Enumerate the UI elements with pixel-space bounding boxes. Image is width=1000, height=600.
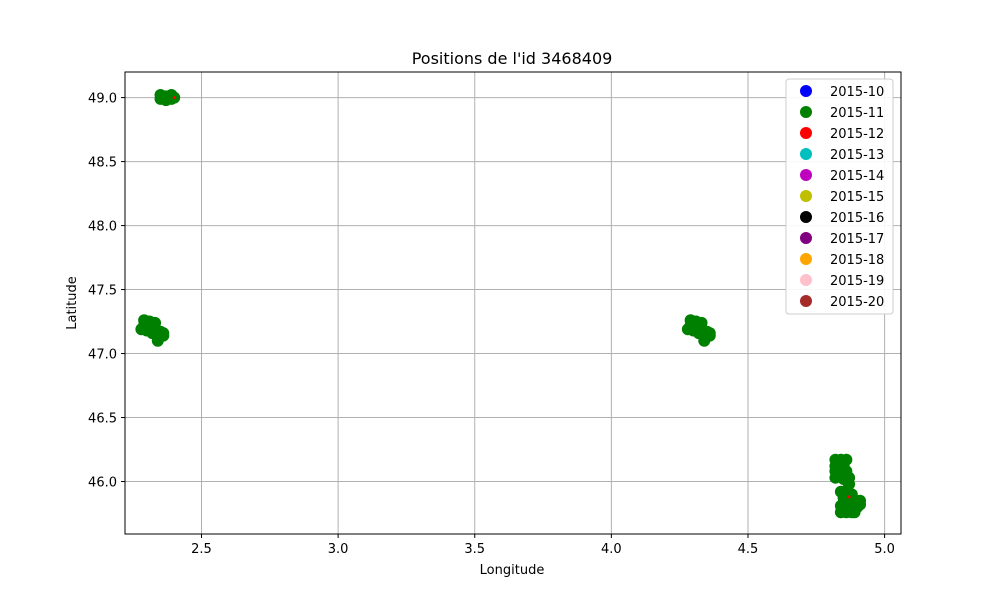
y-tick-label: 47.0 (88, 348, 117, 363)
point-2015-12 (172, 96, 176, 100)
y-tick-label: 47.5 (88, 284, 117, 299)
legend-label: 2015-14 (830, 169, 884, 184)
x-tick-label: 3.5 (464, 542, 485, 557)
point-2015-11 (840, 453, 853, 466)
y-tick-label: 48.5 (88, 156, 117, 171)
point-2015-11 (157, 327, 170, 340)
x-axis-label: Longitude (480, 563, 545, 578)
y-axis-label: Latitude (65, 276, 80, 330)
legend-marker (800, 190, 812, 202)
point-2015-11 (848, 502, 861, 515)
legend-label: 2015-17 (830, 232, 884, 247)
chart-title: Positions de l'id 3468409 (412, 49, 613, 68)
point-2015-11 (843, 471, 856, 484)
legend-marker (800, 295, 812, 307)
point-2015-11 (149, 316, 162, 329)
legend-label: 2015-13 (830, 148, 884, 163)
y-tick-label: 48.0 (88, 220, 117, 235)
point-2015-11 (695, 316, 708, 329)
legend-marker (800, 169, 812, 181)
legend-marker (800, 148, 812, 160)
axis-ticks: 2.5 3.0 3.5 4.0 4.5 5.0 46.0 46.5 47.0 47.5 48.0 48… (88, 92, 895, 557)
legend-marker (800, 106, 812, 118)
x-tick-label: 3.0 (328, 542, 349, 557)
point-2015-11 (703, 327, 716, 340)
legend-marker (800, 232, 812, 244)
legend-label: 2015-20 (830, 295, 884, 310)
legend-label: 2015-12 (830, 127, 884, 142)
legend-label: 2015-11 (830, 106, 884, 121)
x-tick-label: 4.5 (738, 542, 759, 557)
x-tick-label: 4.0 (601, 542, 622, 557)
y-tick-label: 46.5 (88, 412, 117, 427)
legend-marker (800, 253, 812, 265)
plot-frame (124, 71, 902, 535)
legend-label: 2015-18 (830, 253, 884, 268)
x-tick-label: 2.5 (191, 542, 212, 557)
legend-marker (800, 127, 812, 139)
legend-label: 2015-16 (830, 211, 884, 226)
legend-label: 2015-10 (830, 85, 884, 100)
legend: 2015-10 2015-11 2015-12 2015-13 2015-14 2015-… (785, 78, 894, 315)
legend-marker (800, 211, 812, 223)
y-tick-label: 46.0 (88, 476, 117, 491)
y-tick-label: 49.0 (88, 92, 117, 107)
legend-label: 2015-15 (830, 190, 884, 205)
legend-label: 2015-19 (830, 274, 884, 289)
point-2015-12 (847, 495, 851, 499)
grid (125, 72, 901, 534)
legend-marker (800, 274, 812, 286)
data-points (135, 89, 867, 519)
x-tick-label: 5.0 (874, 542, 895, 557)
legend-marker (800, 85, 812, 97)
legend-box (785, 78, 894, 315)
